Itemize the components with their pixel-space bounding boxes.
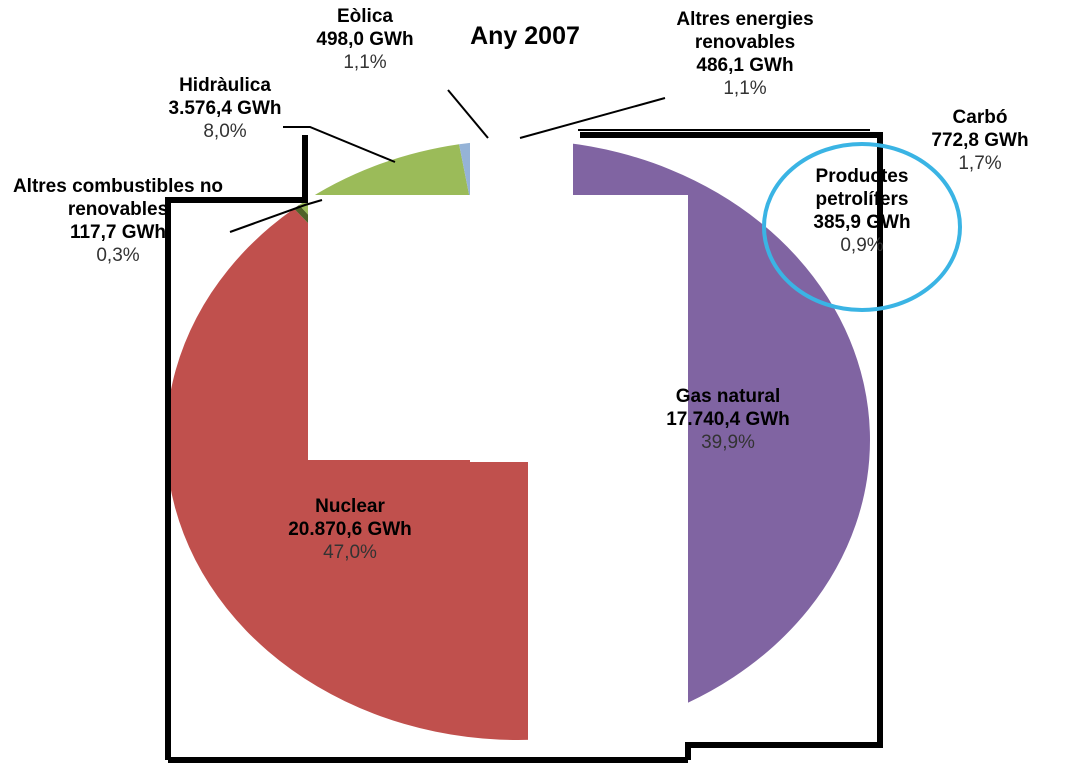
highlight-circle [762,142,962,312]
slice-gwh: 20.870,6 GWh [288,519,412,540]
leader-lines [229,89,870,233]
slice-gwh: 486,1 GWh [696,55,794,76]
slice-label: Altres combustibles no renovables 117,7 G… [3,175,233,267]
slice-name: Altres combustibles no renovables [12,176,224,220]
slice-name: Carbó [952,107,1008,128]
slice-percent: 1,1% [343,52,387,73]
slice-percent: 1,7% [958,153,1002,174]
slice-percent: 47,0% [323,542,377,563]
slice-label: Gas natural 17.740,4 GWh 39,9% [618,385,838,454]
slice-label: Altres energies renovables 486,1 GWh 1,1% [645,8,845,100]
slice-gwh: 498,0 GWh [316,29,414,50]
slice-gwh: 17.740,4 GWh [666,409,790,430]
slice-percent: 1,1% [723,78,767,99]
slice-label: Productes petrolífers 385,9 GWh 0,9% [787,165,937,257]
frame [165,132,883,763]
slice-gwh: 385,9 GWh [813,212,911,233]
overlay [470,132,530,462]
slice-label: Hidràulica 3.576,4 GWh 8,0% [140,74,310,143]
slice-label: Carbó 772,8 GWh 1,7% [905,106,1055,175]
overlay [528,195,688,755]
slice-percent: 0,9% [840,235,884,256]
slice-gwh: 772,8 GWh [931,130,1029,151]
slice-label: Eòlica 498,0 GWh 1,1% [290,5,440,74]
chart-title: Any 2007 [470,22,580,50]
slice-name: Hidràulica [179,75,271,96]
slice-gwh: 117,7 GWh [69,222,167,243]
slice-name: Eòlica [337,6,393,27]
slice-name: Productes petrolífers [815,166,909,210]
overlay [528,132,573,202]
slice-percent: 39,9% [701,432,755,453]
slice-gwh: 3.576,4 GWh [168,98,282,119]
slice-percent: 0,3% [96,245,140,266]
slice-percent: 8,0% [203,121,247,142]
slice-name: Nuclear [315,496,385,517]
slice-name: Gas natural [675,386,781,407]
slice-label: Nuclear 20.870,6 GWh 47,0% [240,495,460,564]
slice-name: Altres energies renovables [676,9,814,53]
